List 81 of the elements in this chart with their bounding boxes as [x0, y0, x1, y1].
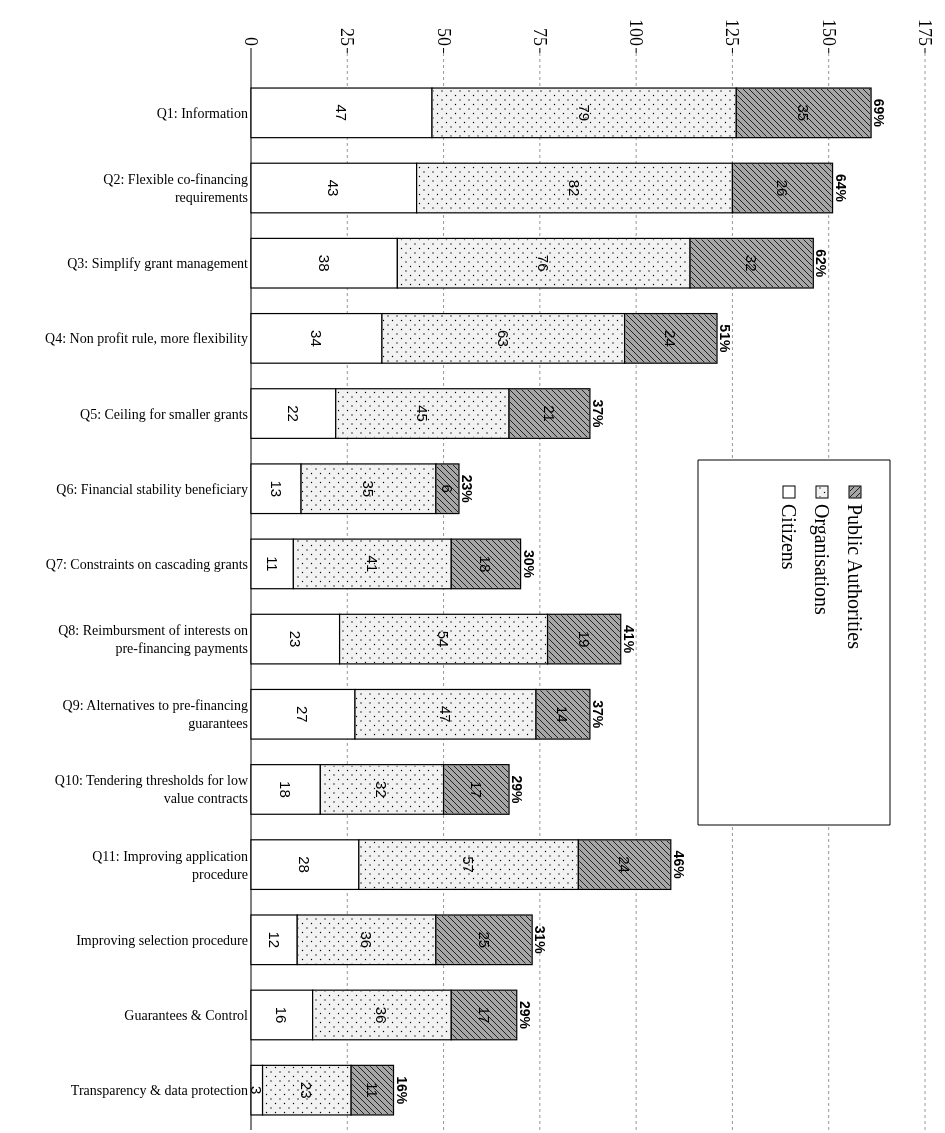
data-label: 76 [535, 254, 553, 272]
annotation: 37% [589, 399, 606, 429]
y-tick-label: Q8: Reimbursment of interests on pre-financing payments [58, 622, 248, 656]
data-label: 34 [307, 330, 325, 347]
data-label: 14 [554, 705, 572, 723]
x-tick-label: 175 [915, 19, 935, 46]
data-label: 38 [315, 254, 333, 272]
y-tick-label: Transparency & data protection [70, 1082, 248, 1098]
y-tick-label: Q9: Alternatives to pre-financing guarantees [62, 697, 248, 731]
legend-label: Public Authorities [844, 504, 866, 650]
y-tick-label: Guarantees & Control [124, 1007, 249, 1023]
annotation: 29% [509, 775, 526, 804]
annotation: 29% [516, 1000, 533, 1030]
y-tick-label: Q2: Flexible co-financing requirements [103, 171, 248, 205]
data-label: 11 [263, 556, 281, 572]
annotation: 51% [717, 324, 734, 353]
legend-label: Citizens [778, 504, 800, 570]
data-label: 21 [540, 405, 558, 422]
data-label: 47 [437, 705, 454, 723]
data-label: 18 [477, 555, 495, 573]
y-tick-label: Q11: Improving application procedure [92, 848, 248, 882]
data-label: 12 [265, 931, 283, 949]
y-tick-label: Q4: Non profit rule, more flexibility [45, 330, 248, 346]
data-label: 16 [273, 1006, 291, 1024]
data-label: 43 [325, 179, 343, 197]
data-label: 22 [284, 405, 302, 422]
y-tick-label: Q3: Simplify grant management [67, 255, 249, 271]
data-label: 79 [575, 104, 593, 122]
data-label: 11 [363, 1082, 381, 1098]
data-label: 28 [296, 856, 314, 873]
annotation: 37% [589, 700, 606, 729]
data-label: 45 [413, 405, 431, 422]
x-tick-label: 50 [433, 28, 454, 46]
data-label: 36 [358, 931, 376, 949]
data-label: 35 [795, 104, 813, 122]
x-tick-label: 100 [626, 19, 647, 46]
data-label: 24 [616, 856, 634, 873]
y-tick-label: Q5: Ceiling for smaller grants [80, 406, 248, 422]
data-label: 47 [333, 104, 351, 122]
data-label: 17 [475, 1006, 493, 1024]
x-tick-label: 75 [529, 28, 550, 46]
y-tick-label: Improving selection procedure [76, 932, 248, 948]
annotation: 23% [458, 474, 475, 504]
x-tick-label: 0 [241, 37, 261, 46]
data-label: 54 [435, 630, 453, 648]
data-label: 19 [575, 630, 593, 648]
x-tick-label: 150 [818, 19, 839, 46]
y-tick-label: Q1: Information [156, 105, 248, 121]
annotation: 16% [393, 1076, 410, 1105]
x-tick-label: 125 [722, 19, 743, 46]
annotation: 69% [871, 98, 888, 128]
data-label: 6 [438, 484, 456, 493]
annotation: 46% [670, 850, 687, 880]
data-label: 24 [662, 330, 680, 347]
data-label: 63 [494, 330, 512, 347]
data-label: 32 [373, 781, 391, 798]
y-tick-label: Q10: Tendering thresholds for low value contracts [54, 772, 249, 806]
annotation: 64% [832, 174, 849, 203]
data-label: 32 [743, 254, 761, 272]
data-label: 23 [298, 1081, 316, 1099]
data-label: 36 [373, 1006, 391, 1024]
annotation: 62% [813, 249, 830, 278]
x-tick-label: 25 [337, 28, 358, 46]
annotation: 41% [620, 625, 637, 654]
data-label: 27 [294, 705, 312, 723]
data-label: 35 [359, 480, 377, 498]
data-label: 82 [566, 179, 584, 197]
y-tick-label: Q6: Financial stability beneficiary [56, 481, 248, 497]
annotation: 31% [532, 925, 549, 955]
data-label: 26 [774, 179, 791, 197]
annotation: 30% [520, 549, 537, 579]
y-tick-label: Q7: Constraints on cascading grants [45, 556, 248, 572]
data-label: 18 [277, 781, 295, 798]
data-label: 23 [286, 630, 304, 648]
data-label: 3 [248, 1085, 266, 1095]
data-label: 25 [475, 931, 493, 949]
data-label: 13 [267, 480, 285, 498]
data-label: 17 [467, 781, 485, 798]
data-label: 41 [363, 555, 381, 573]
data-label: 57 [460, 856, 478, 873]
legend-label: Organisations [810, 504, 833, 615]
